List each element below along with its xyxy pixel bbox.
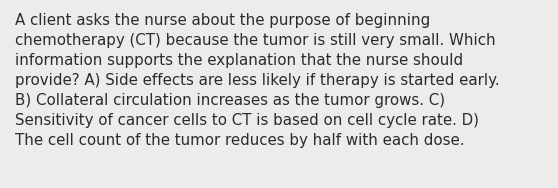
Text: A client asks the nurse about the purpose of beginning
chemotherapy (CT) because: A client asks the nurse about the purpos…: [15, 13, 500, 148]
